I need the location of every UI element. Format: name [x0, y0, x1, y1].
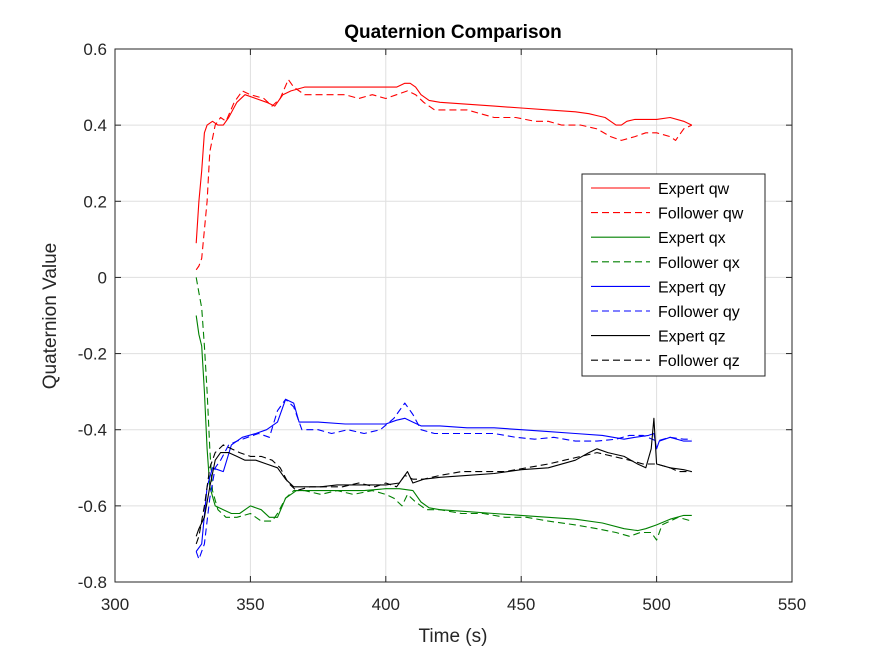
y-tick-label: -0.4: [78, 421, 107, 440]
series-line-expert-qw: [195, 82, 693, 244]
axis-ticks: 300 350 400 450 500 550 -0.8 -0.6 -0.4 -0.2 0 0.2 0.…: [78, 40, 806, 614]
x-tick-label: 450: [507, 595, 535, 614]
y-tick-label: -0.6: [78, 497, 107, 516]
x-axis-label: Time (s): [419, 626, 488, 647]
axes-box: [114, 48, 793, 583]
legend-label: Follower qx: [658, 255, 740, 272]
series-layer: [195, 78, 693, 560]
legend-label: Follower qz: [658, 353, 740, 370]
y-tick-label: -0.8: [78, 573, 107, 592]
x-tick-label: 500: [642, 595, 670, 614]
series-line-follower-qx: [195, 277, 692, 541]
x-tick-label: 300: [101, 595, 129, 614]
x-tick-label: 550: [778, 595, 806, 614]
y-tick-label: 0.6: [83, 40, 107, 59]
series-line-follower-qw: [195, 78, 693, 271]
series-line-expert-qy: [195, 398, 692, 552]
series-line-follower-qz: [195, 444, 692, 545]
y-tick-label: 0.4: [83, 116, 107, 135]
legend: Expert qw Follower qw Expert qx Follower qx…: [581, 173, 766, 377]
y-tick-label: 0: [98, 268, 107, 287]
x-tick-label: 350: [236, 595, 264, 614]
legend-label: Expert qw: [658, 181, 730, 198]
y-axis-label: Quaternion Value: [40, 243, 61, 389]
x-tick-label: 400: [372, 595, 400, 614]
legend-label: Expert qx: [658, 230, 726, 247]
series-line-expert-qx: [195, 315, 692, 532]
legend-label: Expert qz: [658, 329, 726, 346]
legend-box: [581, 173, 766, 377]
chart-title: Quaternion Comparison: [344, 22, 561, 43]
legend-label: Follower qw: [658, 206, 744, 223]
legend-label: Follower qy: [658, 304, 740, 321]
legend-label: Expert qy: [658, 279, 726, 296]
y-tick-label: 0.2: [83, 192, 107, 211]
series-line-follower-qy: [195, 398, 692, 560]
y-tick-label: -0.2: [78, 345, 107, 364]
